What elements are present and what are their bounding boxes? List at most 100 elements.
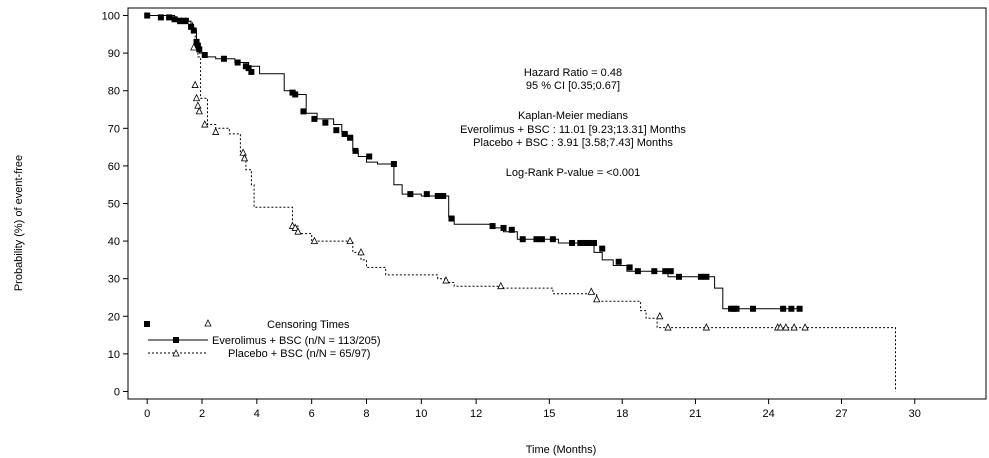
- km-medians-title: Kaplan-Meier medians: [518, 110, 629, 122]
- logrank-text: Log-Rank P-value = <0.001: [506, 167, 641, 179]
- x-tick-label: 18: [616, 408, 628, 420]
- everolimus-censor-marker: [193, 38, 200, 45]
- ci-text: 95 % CI [0.35;0.67]: [526, 80, 620, 92]
- placebo-censor-marker: [195, 106, 203, 115]
- x-tick-label: 15: [543, 408, 555, 420]
- everolimus-censor-marker: [519, 236, 526, 243]
- everolimus-censor-marker: [591, 239, 598, 246]
- everolimus-censor-marker: [780, 305, 787, 312]
- placebo-censor-marker: [194, 101, 202, 109]
- placebo-censor-marker: [776, 323, 785, 331]
- everolimus-censor-marker: [749, 305, 756, 312]
- x-tick-label: 24: [762, 408, 774, 420]
- everolimus-censor-marker: [347, 134, 354, 141]
- everolimus-censor-marker: [234, 59, 241, 66]
- placebo-censor-marker: [442, 276, 450, 284]
- everolimus-censor-marker: [352, 147, 359, 154]
- everolimus-censor-marker: [201, 51, 208, 58]
- everolimus-censor-marker: [585, 239, 592, 246]
- everolimus-censor-marker: [651, 268, 658, 275]
- placebo-censor-marker: [790, 323, 798, 331]
- y-tick-label: 30: [108, 274, 120, 286]
- x-tick-label: 21: [689, 408, 701, 420]
- everolimus-censor-marker: [489, 223, 496, 230]
- y-tick-label: 10: [108, 349, 120, 361]
- y-tick-label: 100: [102, 11, 120, 23]
- y-tick-label: 60: [108, 161, 120, 173]
- placebo-censor-marker: [593, 294, 601, 303]
- everolimus-censor-marker: [311, 115, 318, 122]
- legend-placebo-label: Placebo + BSC (n/N = 65/97): [228, 348, 370, 360]
- y-tick-label: 90: [108, 48, 120, 60]
- placebo-censor-marker: [801, 323, 809, 331]
- everolimus-censor-marker: [508, 226, 515, 233]
- everolimus-censor-marker: [144, 12, 151, 19]
- everolimus-censor-marker: [615, 258, 622, 265]
- x-tick-label: 12: [470, 408, 482, 420]
- everolimus-censor-marker: [190, 27, 197, 34]
- legend-censor-triangle-icon: [204, 319, 212, 327]
- x-tick-label: 30: [909, 408, 921, 420]
- placebo-censor-marker: [192, 93, 201, 102]
- y-tick-label: 80: [108, 86, 120, 98]
- everolimus-censor-marker: [341, 130, 348, 137]
- everolimus-censor-marker: [194, 42, 201, 49]
- everolimus-censor-marker: [157, 14, 164, 21]
- y-tick-label: 50: [108, 199, 120, 211]
- placebo-censor-marker: [294, 227, 302, 235]
- legend: Censoring Times Everolimus + BSC (n/N = …: [144, 319, 381, 360]
- y-tick-label: 70: [108, 123, 120, 135]
- y-tick-label: 40: [108, 236, 120, 248]
- everolimus-censor-marker: [322, 119, 329, 126]
- everolimus-censor-marker: [245, 65, 252, 72]
- placebo-censor-marker: [201, 120, 209, 128]
- everolimus-censor-marker: [300, 108, 307, 115]
- legend-censor-square-icon: [144, 321, 150, 327]
- everolimus-censor-marker: [292, 91, 299, 98]
- placebo-censor-marker: [240, 153, 249, 162]
- everolimus-censor-marker: [580, 239, 587, 246]
- placebo-censor-marker: [357, 247, 365, 256]
- everolimus-censor-marker: [788, 305, 795, 312]
- placebo-censor-marker: [212, 127, 220, 135]
- censor-markers: [144, 12, 809, 331]
- everolimus-censor-marker: [533, 236, 540, 243]
- everolimus-censor-marker: [166, 14, 173, 21]
- everolimus-censor-marker: [500, 224, 507, 231]
- everolimus-censor-marker: [248, 68, 255, 75]
- everolimus-censor-marker: [182, 18, 189, 25]
- placebo-censor-marker: [782, 323, 790, 331]
- placebo-censor-marker: [656, 311, 664, 320]
- y-tick-label: 0: [114, 386, 120, 398]
- km-placebo-median: Placebo + BSC : 3.91 [3.58;7.43] Months: [473, 137, 673, 149]
- legend-placebo-marker-icon: [172, 349, 180, 357]
- everolimus-censor-marker: [549, 236, 556, 243]
- everolimus-censor-marker: [569, 239, 576, 246]
- placebo-censor-marker: [191, 80, 199, 88]
- everolimus-censor-marker: [390, 161, 397, 168]
- km-everolimus-median: Everolimus + BSC : 11.01 [9.23;13.31] Mo…: [460, 124, 686, 136]
- everolimus-censor-marker: [599, 245, 606, 252]
- y-tick-label: 20: [108, 311, 120, 323]
- everolimus-censor-marker: [407, 191, 414, 198]
- everolimus-censor-marker: [423, 191, 430, 198]
- placebo-censor-marker: [702, 323, 711, 331]
- hazard-ratio-text: Hazard Ratio = 0.48: [524, 67, 622, 79]
- everolimus-survival-line: [147, 15, 800, 310]
- everolimus-censor-marker: [796, 305, 803, 312]
- everolimus-censor-marker: [626, 264, 633, 271]
- everolimus-censor-marker: [662, 268, 669, 275]
- everolimus-censor-marker: [220, 55, 227, 62]
- everolimus-censor-marker: [177, 18, 184, 25]
- legend-title: Censoring Times: [267, 319, 350, 331]
- x-tick-label: 10: [415, 408, 427, 420]
- placebo-censor-marker: [310, 236, 319, 244]
- everolimus-censor-marker: [675, 273, 682, 280]
- everolimus-censor-marker: [538, 236, 545, 243]
- everolimus-censor-marker: [667, 268, 674, 275]
- x-tick-label: 0: [144, 408, 150, 420]
- placebo-censor-marker: [664, 323, 672, 331]
- placebo-censor-marker: [239, 148, 247, 156]
